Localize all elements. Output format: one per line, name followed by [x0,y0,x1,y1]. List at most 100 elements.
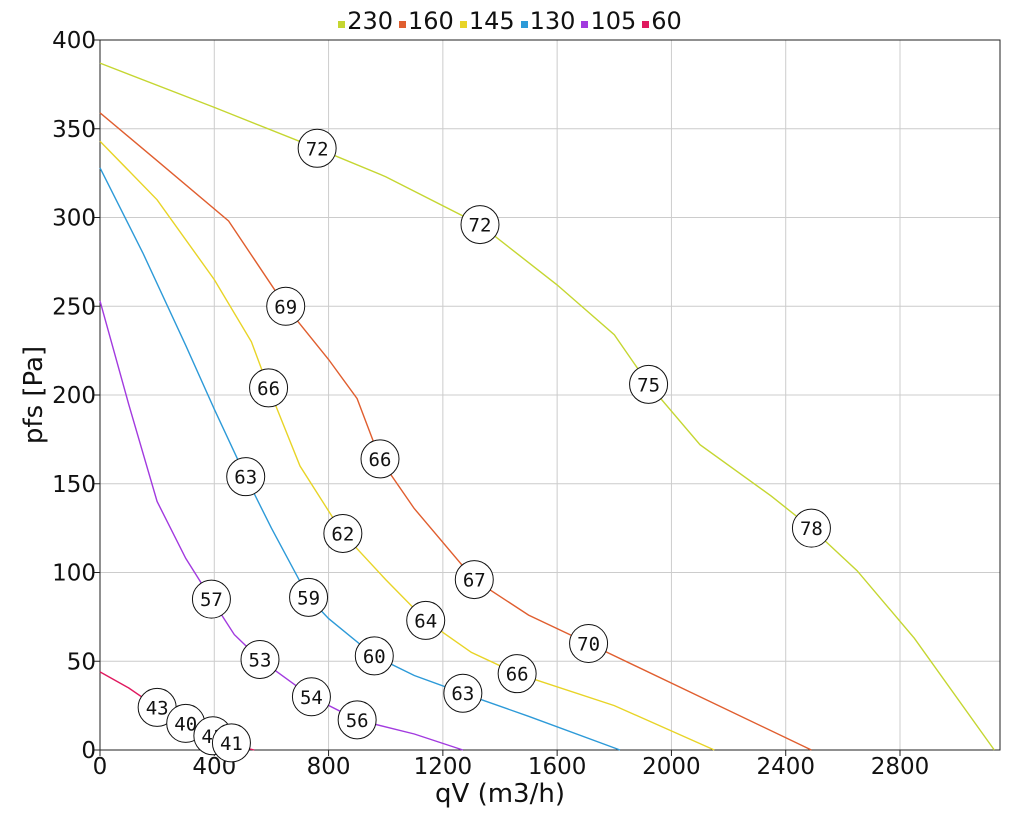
curve-label-text: 72 [469,215,492,237]
curve-label: 66 [360,439,400,479]
x-tick-label: 1200 [414,754,473,780]
curve-label-text: 67 [463,570,486,592]
series-line-105 [99,300,464,751]
y-axis-title: pfs [Pa] [19,346,49,444]
curve-label-circle [443,673,483,713]
curve-label-circle [323,513,363,553]
curve-label-text: 66 [369,449,392,471]
curve-label-circle [791,508,831,548]
y-tick-label: 50 [67,649,96,675]
curve-label-text: 53 [249,649,272,671]
curve-label-circle [497,654,537,694]
x-tick-label: 0 [93,754,108,780]
legend-item: 145 [459,7,515,35]
legend-item: 105 [581,7,636,35]
legend-item: 160 [399,7,454,35]
curve-label: 57 [191,579,231,619]
chart-legend: 230 160 145 130 105 60 [0,4,1020,38]
curve-label-circle [354,636,394,676]
curve-label-text: 63 [451,683,474,705]
curve-label: 43 [137,687,177,727]
x-tick-label: 800 [307,754,351,780]
curve-label-circle [297,128,337,168]
curve-label-text: 72 [306,138,329,160]
series-line-230 [99,62,995,751]
curve-label: 67 [454,560,494,600]
curve-label: 66 [497,654,537,694]
legend-swatch [642,20,650,28]
legend-label: 145 [468,7,515,35]
curve-label-circle [191,579,231,619]
curve-label-text: 75 [637,374,660,396]
x-tick-label: 2400 [756,754,815,780]
curve-label-text: 78 [800,518,823,540]
curve-label: 66 [249,368,289,408]
curve-label-circle [454,560,494,600]
curve-label-text: 57 [200,589,223,611]
curve-label-circle [406,600,446,640]
y-tick-label: 150 [52,472,96,498]
curve-label-text: 60 [363,646,386,668]
curve-label: 64 [406,600,446,640]
legend-label: 160 [408,7,454,35]
curve-label-text: 63 [234,467,257,489]
curve-label-circle [337,700,377,740]
curve-label: 69 [266,286,306,326]
curve-label-text: 64 [414,610,437,632]
curve-label: 53 [240,639,280,679]
curve-label: 59 [289,577,329,617]
legend-swatch [520,20,528,28]
legend-label: 230 [347,7,393,35]
x-tick-label: 1600 [528,754,587,780]
curve-label: 72 [297,128,337,168]
series-line-145 [99,140,715,751]
curve-label-circle [266,286,306,326]
curve-label-circle [289,577,329,617]
curve-label: 62 [323,513,363,553]
curve-label-text: 56 [346,710,369,732]
legend-item: 130 [520,7,576,35]
y-tick-label: 400 [52,28,96,54]
x-tick-label: 2800 [871,754,930,780]
curve-label-circle [360,439,400,479]
legend-swatch [459,20,467,28]
legend-swatch [581,20,589,28]
y-tick-label: 250 [52,294,96,320]
curve-label-text: 66 [257,378,280,400]
curve-label-text: 66 [506,664,529,686]
curve-label-circle [460,205,500,245]
legend-swatch [399,20,406,28]
y-tick-label: 350 [52,117,96,143]
legend-swatch [338,20,346,28]
curve-label: 70 [569,624,609,663]
curve-label: 78 [791,508,831,548]
curve-label-text: 69 [274,296,297,318]
x-tick-label: 2000 [642,754,701,780]
y-tick-label: 300 [52,206,96,232]
legend-label: 105 [590,7,637,35]
curve-label-circle [249,368,289,408]
legend-item: 60 [642,7,682,35]
curve-label: 54 [291,677,331,717]
curve-label: 56 [337,700,377,740]
curve-label-circle [240,639,280,679]
y-tick-label: 100 [52,561,96,587]
legend-item: 230 [338,7,393,35]
curve-label-text: 41 [220,733,243,755]
curve-label: 75 [629,364,669,404]
curve-label-circle [629,364,669,404]
curve-label-circle [226,457,266,497]
grid-lines [99,39,1000,751]
legend-label: 60 [651,7,682,35]
curve-label-circle [569,624,609,663]
x-axis-title: qV (m3/h) [435,779,565,809]
legend-label: 130 [529,7,576,35]
curve-label-text: 59 [297,587,320,609]
curve-label: 41 [211,723,251,763]
y-tick-label: 200 [52,383,96,409]
curve-label-text: 40 [174,713,197,735]
curve-label-text: 54 [300,687,323,709]
y-tick-label: 0 [81,738,96,764]
curve-label-circle [291,677,331,717]
